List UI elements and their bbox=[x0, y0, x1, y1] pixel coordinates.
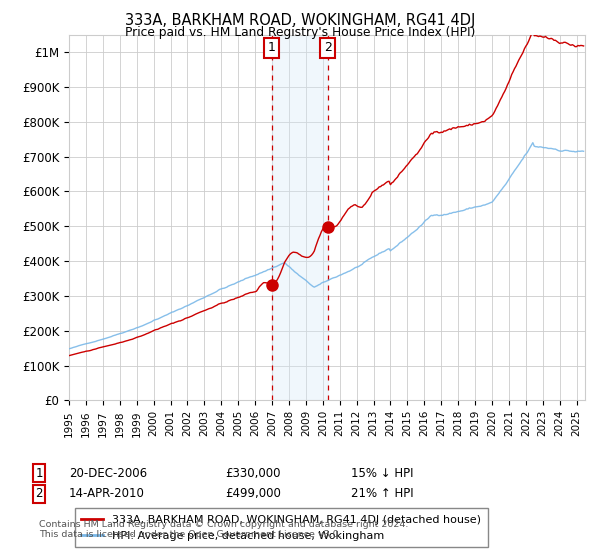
Text: 14-APR-2010: 14-APR-2010 bbox=[69, 487, 145, 501]
Text: Contains HM Land Registry data © Crown copyright and database right 2024.
This d: Contains HM Land Registry data © Crown c… bbox=[39, 520, 409, 539]
Bar bbox=[272, 35, 328, 400]
Text: 21% ↑ HPI: 21% ↑ HPI bbox=[351, 487, 413, 501]
Text: 1: 1 bbox=[35, 466, 43, 480]
Text: 15% ↓ HPI: 15% ↓ HPI bbox=[351, 466, 413, 480]
Text: 20-DEC-2006: 20-DEC-2006 bbox=[69, 466, 147, 480]
Text: 2: 2 bbox=[35, 487, 43, 501]
Text: 333A, BARKHAM ROAD, WOKINGHAM, RG41 4DJ: 333A, BARKHAM ROAD, WOKINGHAM, RG41 4DJ bbox=[125, 13, 475, 28]
Text: 2: 2 bbox=[324, 41, 332, 54]
Text: 1: 1 bbox=[268, 41, 275, 54]
Text: £330,000: £330,000 bbox=[225, 466, 281, 480]
Text: Price paid vs. HM Land Registry's House Price Index (HPI): Price paid vs. HM Land Registry's House … bbox=[125, 26, 475, 39]
Legend: 333A, BARKHAM ROAD, WOKINGHAM, RG41 4DJ (detached house), HPI: Average price, de: 333A, BARKHAM ROAD, WOKINGHAM, RG41 4DJ … bbox=[74, 508, 488, 547]
Text: £499,000: £499,000 bbox=[225, 487, 281, 501]
